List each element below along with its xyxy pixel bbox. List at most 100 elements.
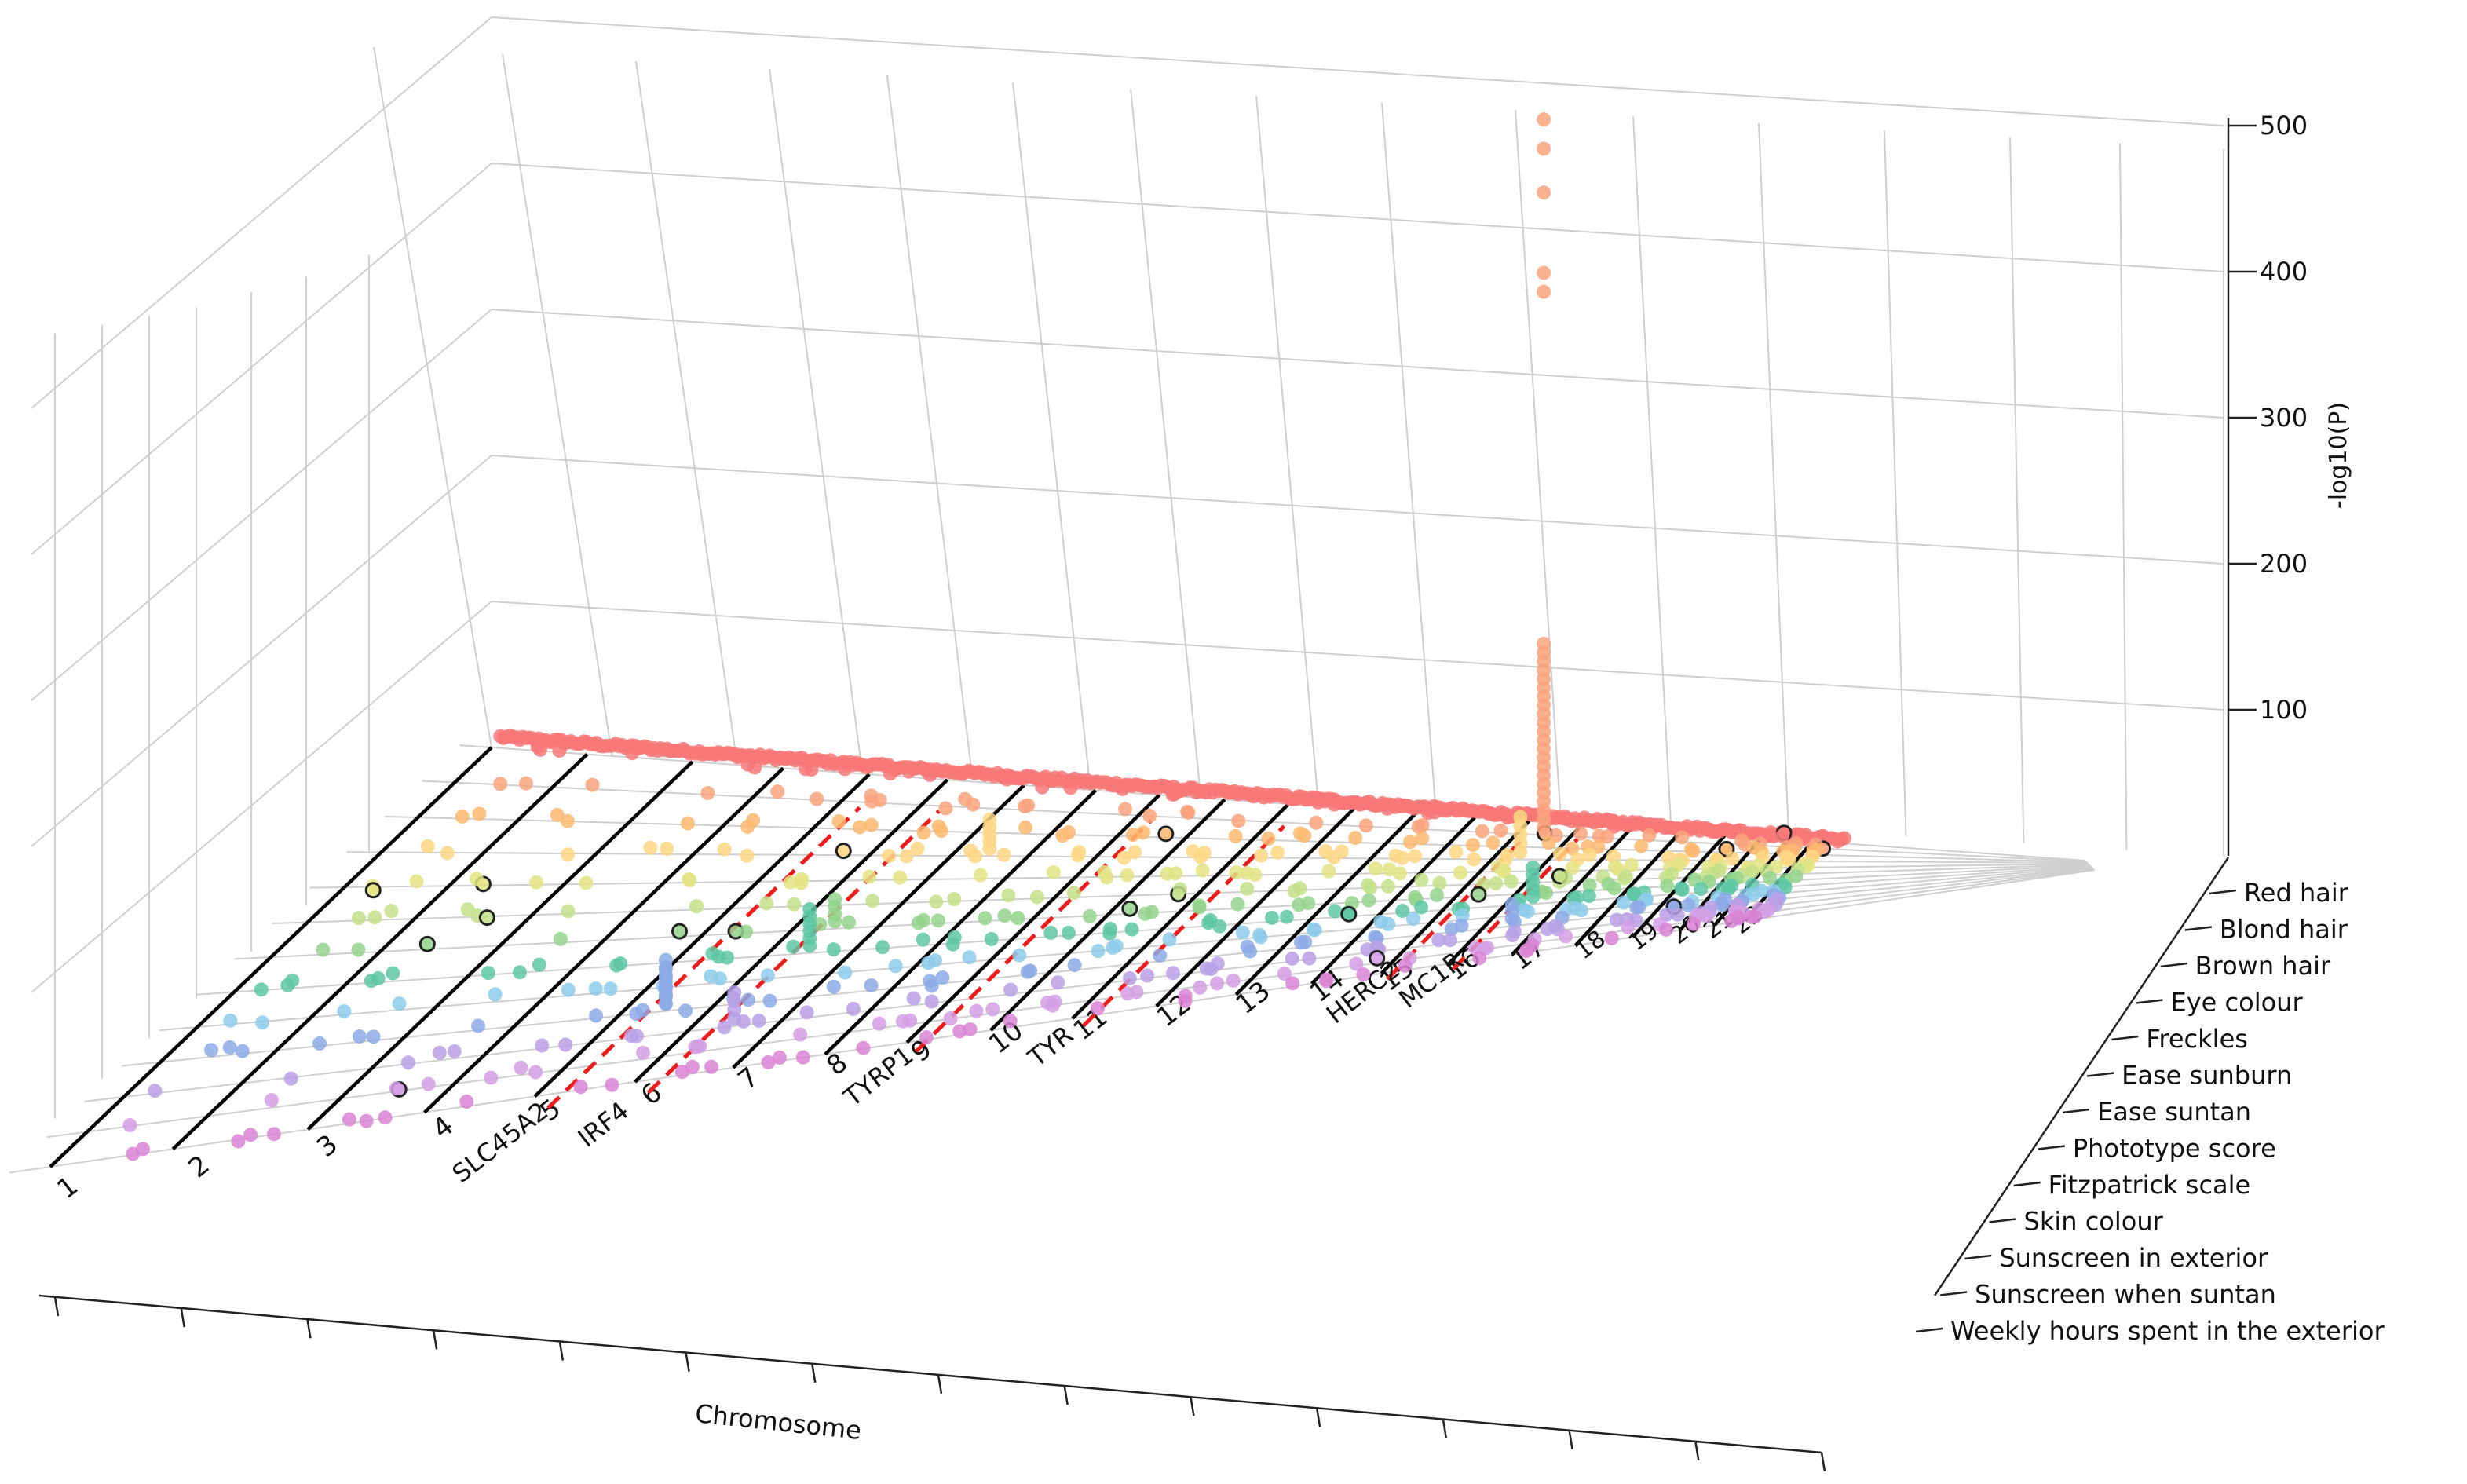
data-point [1779, 853, 1794, 868]
chromosome-line [1234, 811, 1417, 996]
data-point [371, 970, 386, 985]
data-point [386, 966, 400, 981]
chromosome-line [732, 784, 1025, 1069]
data-point [312, 1036, 327, 1051]
data-point [810, 791, 824, 806]
data-point [1443, 933, 1458, 948]
data-point [1297, 828, 1312, 843]
data-point [351, 942, 366, 957]
data-point [1559, 812, 1573, 827]
data-point [1118, 802, 1133, 817]
data-point [1035, 780, 1050, 795]
data-point [799, 1005, 814, 1020]
data-point [1405, 912, 1420, 927]
data-point [1763, 828, 1778, 843]
data-point [1618, 869, 1633, 884]
grid-line [491, 16, 2224, 126]
data-point [1455, 908, 1470, 923]
data-point [514, 1060, 528, 1075]
data-point [342, 1112, 356, 1127]
data-point [1493, 823, 1508, 838]
data-point [924, 994, 939, 1009]
data-point [447, 1044, 462, 1058]
data-point [588, 981, 603, 996]
data-point [1066, 886, 1081, 901]
data-point [1120, 868, 1135, 883]
data-point [662, 744, 677, 758]
data-point [865, 894, 880, 908]
data-point [1761, 902, 1776, 917]
data-point [751, 1014, 766, 1029]
data-point [351, 911, 366, 926]
data-point [235, 1044, 250, 1058]
data-point [1293, 935, 1308, 950]
data-point [1231, 813, 1246, 828]
data-point [384, 904, 399, 919]
data-point [704, 1059, 718, 1074]
data-point [1380, 879, 1395, 894]
data-point [835, 843, 852, 860]
grid-line [31, 309, 492, 701]
trait-tick-label: Phototype score [2073, 1134, 2276, 1164]
data-point [901, 764, 916, 779]
chromosome-line [824, 788, 1097, 1056]
data-point [352, 1029, 367, 1044]
data-point [528, 875, 543, 890]
x-axis [38, 1294, 1822, 1454]
data-point [760, 968, 775, 983]
data-point [1318, 844, 1333, 859]
data-point [488, 987, 503, 1002]
x-tick [1063, 1385, 1069, 1405]
data-point [674, 1065, 689, 1080]
data-point [1581, 889, 1596, 904]
data-point [1210, 976, 1225, 991]
grid-line [31, 16, 492, 409]
data-point [558, 1037, 573, 1052]
data-point [561, 847, 576, 862]
data-point [1427, 805, 1442, 820]
data-point [392, 996, 407, 1011]
trait-tick [2062, 1108, 2090, 1114]
data-point [1121, 900, 1138, 917]
data-point [1368, 861, 1383, 876]
data-point [579, 875, 594, 890]
data-point [605, 1077, 619, 1092]
grid-line [491, 309, 2224, 419]
data-point [1287, 883, 1302, 898]
data-point [1328, 904, 1343, 919]
x-axis-label: Chromosome [693, 1398, 862, 1446]
data-point [264, 1093, 279, 1108]
data-point [1624, 857, 1639, 872]
data-point [681, 816, 696, 831]
grid-line [122, 867, 2093, 1067]
data-point [973, 868, 988, 883]
chromosome-line [49, 746, 493, 1168]
data-point [1537, 265, 1551, 280]
data-point [1769, 892, 1784, 907]
data-point [910, 841, 925, 856]
z-tick-label: 200 [2260, 549, 2308, 579]
data-point [700, 785, 715, 800]
data-point [739, 924, 754, 939]
data-point [1582, 847, 1597, 862]
data-point [1402, 835, 1417, 850]
data-point [1193, 850, 1208, 864]
data-point [1029, 890, 1044, 905]
data-point [255, 1015, 270, 1030]
x-tick [180, 1307, 185, 1328]
data-point [1235, 925, 1250, 940]
data-point [481, 966, 495, 981]
data-point [469, 872, 484, 886]
data-point [1248, 868, 1263, 883]
data-point [875, 940, 890, 955]
data-point [740, 992, 755, 1007]
data-point [787, 897, 802, 912]
data-point [585, 777, 600, 792]
data-point [772, 1050, 787, 1065]
grid-line [1255, 95, 1319, 799]
data-point [1192, 900, 1207, 915]
data-point [136, 1142, 151, 1157]
data-point [1470, 886, 1487, 903]
chromosome-line [533, 773, 871, 1098]
